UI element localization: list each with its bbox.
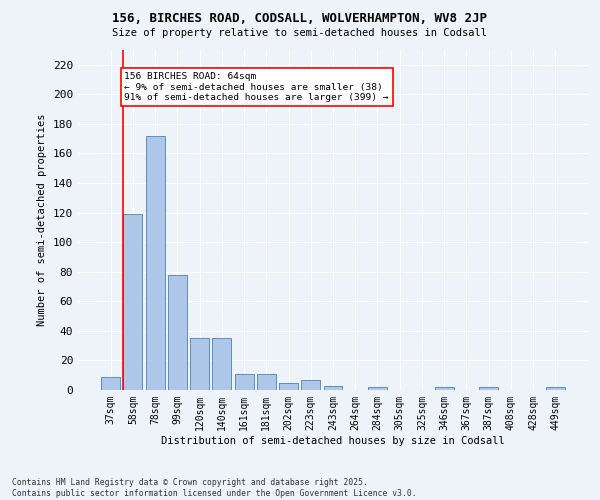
- Bar: [212, 338, 231, 390]
- Bar: [257, 374, 276, 390]
- Text: Size of property relative to semi-detached houses in Codsall: Size of property relative to semi-detach…: [113, 28, 487, 38]
- Bar: [435, 387, 454, 390]
- Y-axis label: Number of semi-detached properties: Number of semi-detached properties: [37, 114, 47, 326]
- Bar: [235, 374, 254, 390]
- Text: 156, BIRCHES ROAD, CODSALL, WOLVERHAMPTON, WV8 2JP: 156, BIRCHES ROAD, CODSALL, WOLVERHAMPTO…: [113, 12, 487, 26]
- Bar: [301, 380, 320, 390]
- Bar: [279, 382, 298, 390]
- Bar: [124, 214, 142, 390]
- Bar: [546, 387, 565, 390]
- Bar: [101, 376, 120, 390]
- Bar: [190, 338, 209, 390]
- Bar: [168, 274, 187, 390]
- Bar: [323, 386, 343, 390]
- Text: Contains HM Land Registry data © Crown copyright and database right 2025.
Contai: Contains HM Land Registry data © Crown c…: [12, 478, 416, 498]
- Bar: [479, 387, 498, 390]
- Bar: [146, 136, 164, 390]
- X-axis label: Distribution of semi-detached houses by size in Codsall: Distribution of semi-detached houses by …: [161, 436, 505, 446]
- Bar: [368, 387, 387, 390]
- Text: 156 BIRCHES ROAD: 64sqm
← 9% of semi-detached houses are smaller (38)
91% of sem: 156 BIRCHES ROAD: 64sqm ← 9% of semi-det…: [124, 72, 389, 102]
